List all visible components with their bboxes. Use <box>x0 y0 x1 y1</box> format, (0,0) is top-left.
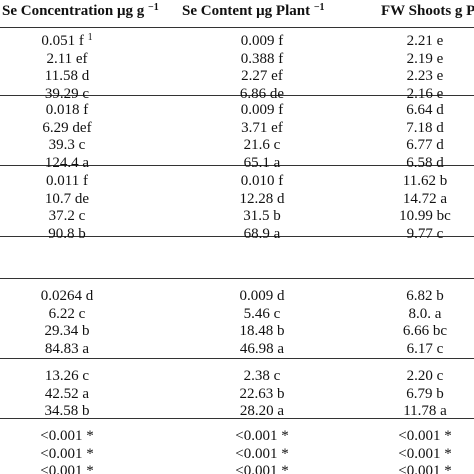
table-cell: 6.86 de <box>239 85 285 102</box>
superscript: −1 <box>313 2 325 13</box>
table-cell: 39.3 c <box>48 137 86 153</box>
table-cell: <0.001 * <box>40 463 94 474</box>
table-cell: 0.009 d <box>239 288 285 304</box>
table-cell: 34.58 b <box>44 403 90 419</box>
table-cell: 68.9 a <box>243 225 281 242</box>
table-cell: 6.66 bc <box>402 323 448 339</box>
row-rule <box>0 418 474 419</box>
column-header: Se Concentration μg g −1 <box>2 2 159 20</box>
table-cell: 39.29 c <box>44 85 90 102</box>
table-cell: 37.2 c <box>48 208 86 224</box>
table-cell: 124.4 a <box>44 154 90 171</box>
table-cell: 2.21 e <box>406 33 444 49</box>
table-cell: <0.001 * <box>398 428 452 444</box>
table-cell: 11.62 b <box>402 173 448 189</box>
table-cell: <0.001 * <box>398 445 452 462</box>
table-cell: 9.77 c <box>406 225 444 242</box>
table-cell: 6.29 def <box>42 119 92 136</box>
row-rule <box>0 236 474 237</box>
table-cell: 2.23 e <box>406 68 444 84</box>
table-cell: 6.64 d <box>406 102 444 118</box>
table-cell: 6.79 b <box>406 385 444 402</box>
table-cell: 90.8 b <box>48 225 86 242</box>
table-cell: 2.20 c <box>406 368 444 384</box>
table-cell: <0.001 * <box>40 428 94 444</box>
table-cell: 13.26 c <box>44 368 90 384</box>
row-rule <box>0 165 474 166</box>
table-cell: 0.018 f <box>45 102 89 118</box>
table-cell: 12.28 d <box>239 190 285 207</box>
column-header: Se Content μg Plant −1 <box>182 2 325 20</box>
cell-text: Se Content μg Plant <box>182 3 311 19</box>
table-cell: 2.19 e <box>406 50 444 67</box>
table-cell: 2.16 e <box>406 85 444 102</box>
table-cell: 6.58 d <box>406 154 444 171</box>
table-cell: 46.98 a <box>239 340 285 357</box>
table-cell: 2.11 ef <box>46 50 88 67</box>
table-cell: <0.001 * <box>235 445 289 462</box>
superscript: 1 <box>87 32 93 43</box>
table-cell: 0.0264 d <box>40 288 94 304</box>
table-cell: <0.001 * <box>40 445 94 462</box>
table-cell: 21.6 c <box>243 137 281 153</box>
table-cell: 0.388 f <box>240 50 284 67</box>
table-cell: 22.63 b <box>239 385 285 402</box>
table-cell: 6.22 c <box>48 305 86 322</box>
table-cell: 18.48 b <box>239 323 285 339</box>
table-cell: 29.34 b <box>44 323 90 339</box>
table-cell: 6.17 c <box>406 340 444 357</box>
table-cell: 10.99 bc <box>399 208 451 224</box>
table-cell: 65.1 a <box>243 154 281 171</box>
table-cell: 14.72 a <box>402 190 448 207</box>
table-cell: 0.010 f <box>240 173 284 189</box>
table-cell: 6.82 b <box>406 288 444 304</box>
table-cell: <0.001 * <box>235 463 289 474</box>
table-cell: 28.20 a <box>239 403 285 419</box>
table-cell: 84.83 a <box>44 340 90 357</box>
row-rule <box>0 27 474 28</box>
table-cell: <0.001 * <box>235 428 289 444</box>
table-cell: <0.001 * <box>398 463 452 474</box>
table-cell: 11.58 d <box>44 68 90 84</box>
cell-text: FW Shoots g Pla <box>381 3 474 19</box>
table-cell: 7.18 d <box>406 119 444 136</box>
table-cell: 0.009 f <box>240 102 284 118</box>
table-cell: 31.5 b <box>243 208 281 224</box>
table-cell: 42.52 a <box>44 385 90 402</box>
row-rule <box>0 95 474 96</box>
table-cell: 8.0. a <box>408 305 442 322</box>
cell-text: Se Concentration μg g <box>2 3 145 19</box>
table-cell: 6.77 d <box>406 137 444 153</box>
column-header: FW Shoots g Pla <box>381 2 474 20</box>
table-cell: 2.38 c <box>243 368 281 384</box>
table-cell: 0.009 f <box>240 33 284 49</box>
table-cell: 5.46 c <box>243 305 281 322</box>
table-cell: 10.7 de <box>44 190 90 207</box>
superscript: −1 <box>148 2 159 13</box>
table-cell: 0.011 f <box>46 173 88 189</box>
table-cell: 3.71 ef <box>241 119 283 136</box>
table-cell: 11.78 a <box>403 403 447 419</box>
cell-text: 0.051 f <box>41 33 84 49</box>
row-rule <box>0 358 474 359</box>
row-rule <box>0 278 474 279</box>
table-cell: 0.051 f 1 <box>41 32 92 50</box>
table-cell: 2.27 ef <box>241 68 283 84</box>
